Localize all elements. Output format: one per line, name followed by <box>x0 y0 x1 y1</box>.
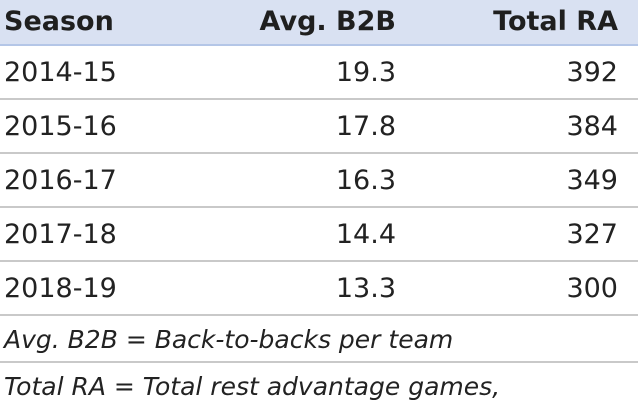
cell-avg-b2b[interactable]: 13.3 <box>335 273 396 304</box>
cell-season[interactable]: 2016-17 <box>4 165 117 196</box>
cell-season[interactable]: 2014-15 <box>4 57 117 88</box>
cell-avg-b2b[interactable]: 17.8 <box>335 111 396 142</box>
cell-avg-b2b[interactable]: 14.4 <box>335 219 396 250</box>
table-row: 2018-19 13.3 300 <box>0 262 638 316</box>
cell-season[interactable]: 2018-19 <box>4 273 117 304</box>
footnote-avg-b2b[interactable]: Avg. B2B = Back-to-backs per team <box>0 316 638 363</box>
cell-season[interactable]: 2017-18 <box>4 219 117 250</box>
header-total-ra[interactable]: Total RA <box>493 6 618 37</box>
cell-avg-b2b[interactable]: 19.3 <box>335 57 396 88</box>
cell-total-ra[interactable]: 327 <box>566 219 618 250</box>
stats-table: Season Avg. B2B Total RA 2014-15 19.3 39… <box>0 0 638 401</box>
cell-total-ra[interactable]: 392 <box>566 57 618 88</box>
cell-total-ra[interactable]: 384 <box>566 111 618 142</box>
table-header: Season Avg. B2B Total RA <box>0 0 638 46</box>
header-season[interactable]: Season <box>4 6 114 37</box>
table-row: 2015-16 17.8 384 <box>0 100 638 154</box>
cell-season[interactable]: 2015-16 <box>4 111 117 142</box>
cell-total-ra[interactable]: 300 <box>566 273 618 304</box>
footnote-total-ra[interactable]: Total RA = Total rest advantage games, <box>4 372 501 401</box>
header-avg-b2b[interactable]: Avg. B2B <box>259 6 396 37</box>
table-row: 2017-18 14.4 327 <box>0 208 638 262</box>
cell-total-ra[interactable]: 349 <box>566 165 618 196</box>
table-row: 2016-17 16.3 349 <box>0 154 638 208</box>
cell-avg-b2b[interactable]: 16.3 <box>335 165 396 196</box>
table-row: 2014-15 19.3 392 <box>0 46 638 100</box>
